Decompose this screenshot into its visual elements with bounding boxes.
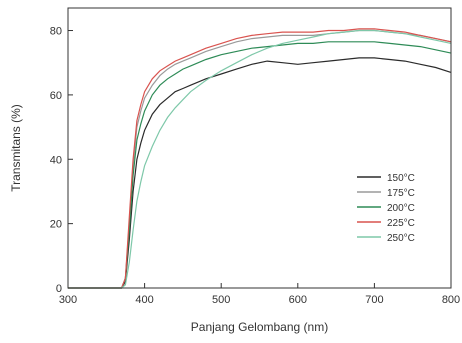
series-line-4 <box>68 28 452 289</box>
y-tick-label: 40 <box>50 154 62 166</box>
legend-label: 150°C <box>387 173 415 184</box>
x-tick-label: 700 <box>365 294 383 306</box>
x-axis-ticks: 300 400 500 600 700 800 <box>59 283 460 306</box>
x-tick-label: 400 <box>135 294 153 306</box>
series-line-2 <box>68 29 452 289</box>
legend: 150°C 175°C 200°C 225°C 250°C <box>357 173 415 244</box>
series-line-1 <box>68 57 452 289</box>
legend-label: 225°C <box>387 218 415 229</box>
series-line-3 <box>68 41 452 289</box>
y-tick-label: 20 <box>50 219 62 231</box>
legend-label: 175°C <box>387 188 415 199</box>
series-group <box>68 28 452 289</box>
x-tick-label: 500 <box>212 294 230 306</box>
series-line-5 <box>68 29 452 289</box>
y-axis-ticks: 0 20 40 60 80 <box>50 26 73 295</box>
y-tick-label: 0 <box>56 283 62 295</box>
x-tick-label: 800 <box>442 294 460 306</box>
x-axis-title: Panjang Gelombang (nm) <box>191 320 328 334</box>
legend-label: 200°C <box>387 203 415 214</box>
y-tick-label: 80 <box>50 26 62 38</box>
plot-frame <box>67 7 452 289</box>
y-axis-title: Transmitans (%) <box>9 104 23 192</box>
y-tick-label: 60 <box>50 90 62 102</box>
x-tick-label: 600 <box>289 294 307 306</box>
legend-label: 250°C <box>387 233 415 244</box>
x-tick-label: 300 <box>59 294 77 306</box>
